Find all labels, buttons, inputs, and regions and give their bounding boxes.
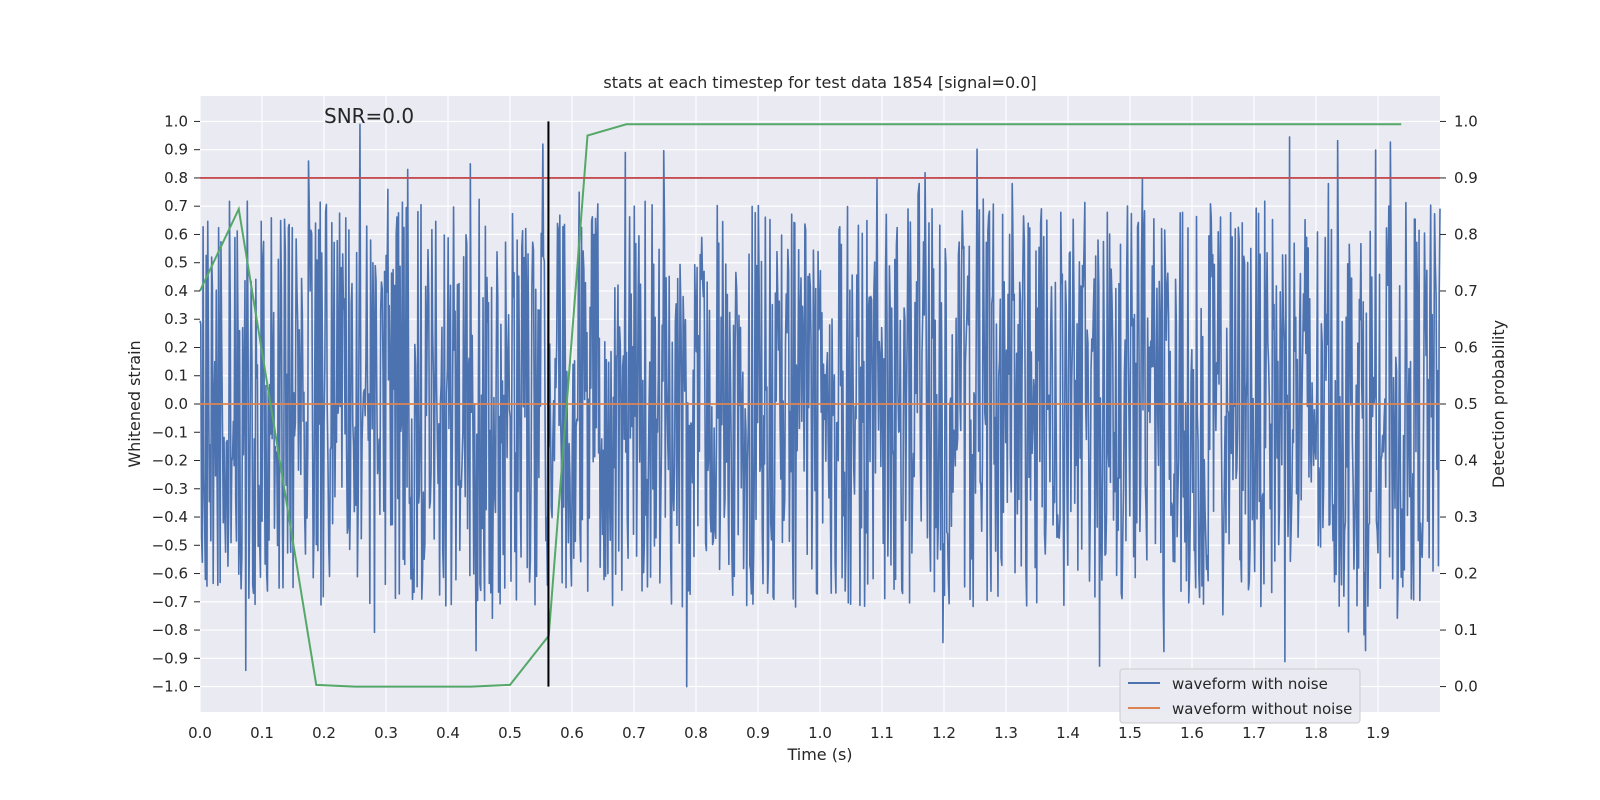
x-tick-label: 0.4 [436, 724, 460, 742]
x-tick-label: 0.6 [560, 724, 584, 742]
x-tick-label: 1.8 [1304, 724, 1328, 742]
y-tick-label-left: −0.7 [152, 593, 188, 611]
y-tick-label-left: −1.0 [152, 678, 188, 696]
y-tick-label-left: −0.8 [152, 621, 188, 639]
y-tick-label-right: 0.0 [1454, 678, 1478, 696]
y-tick-label-left: 0.6 [164, 225, 188, 243]
y-tick-label-right: 0.2 [1454, 565, 1478, 583]
y-tick-label-left: 0.5 [164, 254, 188, 272]
snr-annotation: SNR=0.0 [324, 104, 414, 128]
series-detection-probability [199, 123, 1402, 688]
y-tick-label-left: −0.2 [152, 452, 188, 470]
y-tick-label-left: 0.4 [164, 282, 188, 300]
legend-label-noise: waveform with noise [1172, 675, 1328, 693]
y-tick-label-left: −0.3 [152, 480, 188, 498]
legend: waveform with noise waveform without noi… [1119, 668, 1361, 724]
y-tick-label-right: 1.0 [1454, 112, 1478, 130]
y-tick-label-right: 0.5 [1454, 395, 1478, 413]
reference-lines [200, 121, 1440, 687]
x-tick-label: 1.7 [1242, 724, 1266, 742]
x-tick-label: 1.1 [870, 724, 894, 742]
y-tick-label-left: 0.7 [164, 197, 188, 215]
y-tick-label-right: 0.8 [1454, 225, 1478, 243]
x-tick-label: 0.1 [250, 724, 274, 742]
x-tick-label: 0.8 [684, 724, 708, 742]
y-tick-label-left: −0.5 [152, 536, 188, 554]
y-tick-label-left: −0.6 [152, 565, 188, 583]
x-tick-label: 1.5 [1118, 724, 1142, 742]
series-waveform-with-noise [199, 123, 1441, 688]
y-axis-title-left: Whitened strain [125, 340, 144, 467]
y-tick-label-right: 0.7 [1454, 282, 1478, 300]
detection-probability-line [199, 123, 1402, 688]
x-axis-title: Time (s) [786, 745, 852, 764]
x-tick-label: 1.3 [994, 724, 1018, 742]
x-tick-label: 0.5 [498, 724, 522, 742]
y-tick-label-right: 0.9 [1454, 169, 1478, 187]
y-tick-label-left: −0.9 [152, 649, 188, 667]
y-tick-label-left: 1.0 [164, 112, 188, 130]
y-tick-label-right: 0.6 [1454, 338, 1478, 356]
y-tick-label-left: 0.3 [164, 310, 188, 328]
y-tick-label-left: 0.2 [164, 338, 188, 356]
y-tick-label-left: −0.4 [152, 508, 188, 526]
y-tick-label-left: 0.1 [164, 367, 188, 385]
x-tick-label: 1.2 [932, 724, 956, 742]
y-tick-label-right: 0.3 [1454, 508, 1478, 526]
y-tick-label-left: 0.8 [164, 169, 188, 187]
y-tick-label-right: 0.4 [1454, 452, 1478, 470]
chart-title: stats at each timestep for test data 185… [603, 73, 1036, 92]
x-tick-label: 0.7 [622, 724, 646, 742]
y-tick-label-left: 0.0 [164, 395, 188, 413]
noise-waveform-line [199, 123, 1441, 688]
y-tick-label-left: −0.1 [152, 423, 188, 441]
axes-ticks: 0.0 0.1 0.2 0.3 0.4 0.5 0.6 0.7 0.8 0.9 1.0 1.1 1.2 1… [152, 112, 1478, 742]
x-tick-label: 1.6 [1180, 724, 1204, 742]
x-tick-label: 0.2 [312, 724, 336, 742]
x-tick-label: 1.9 [1366, 724, 1390, 742]
x-tick-label: 0.3 [374, 724, 398, 742]
x-tick-label: 1.4 [1056, 724, 1080, 742]
legend-box [1119, 668, 1361, 724]
x-tick-label: 1.0 [808, 724, 832, 742]
y-axis-title-right: Detection probability [1489, 320, 1508, 488]
x-tick-label: 0.0 [188, 724, 212, 742]
x-tick-label: 0.9 [746, 724, 770, 742]
y-tick-label-right: 0.1 [1454, 621, 1478, 639]
legend-label-clean: waveform without noise [1172, 700, 1352, 718]
y-tick-label-left: 0.9 [164, 141, 188, 159]
